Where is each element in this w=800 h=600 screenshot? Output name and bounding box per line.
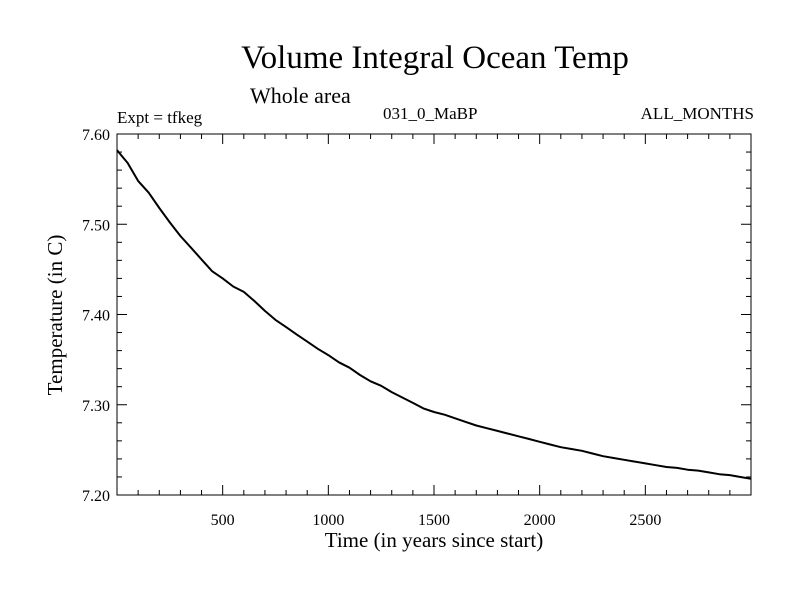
y-tick-labels: 7.20 7.30 7.40 7.50 7.60 <box>82 127 110 505</box>
chart-subtitle: Whole area <box>250 83 351 108</box>
plot-frame <box>116 133 752 496</box>
chart-title: Volume Integral Ocean Temp <box>241 40 629 76</box>
y-tick-label: 7.20 <box>82 488 110 505</box>
period-label: 031_0_MaBP <box>383 104 478 123</box>
x-tick-label: 2500 <box>629 512 661 529</box>
axis-ticks <box>117 134 751 495</box>
y-tick-label: 7.60 <box>82 127 110 144</box>
y-tick-label: 7.30 <box>82 398 110 415</box>
y-axis-label: Temperature (in C) <box>43 235 67 396</box>
x-axis-label: Time (in years since start) <box>325 528 544 552</box>
experiment-label: Expt = tfkeg <box>117 108 203 127</box>
y-tick-label: 7.50 <box>82 217 110 234</box>
x-tick-label: 1500 <box>418 512 450 529</box>
x-tick-label: 500 <box>211 512 235 529</box>
months-label: ALL_MONTHS <box>640 104 754 123</box>
x-tick-label: 1000 <box>312 512 344 529</box>
temperature-series-line <box>116 149 752 480</box>
x-tick-label: 2000 <box>524 512 556 529</box>
x-tick-labels: 500 1000 1500 2000 2500 <box>211 512 662 529</box>
y-tick-label: 7.40 <box>82 308 110 325</box>
